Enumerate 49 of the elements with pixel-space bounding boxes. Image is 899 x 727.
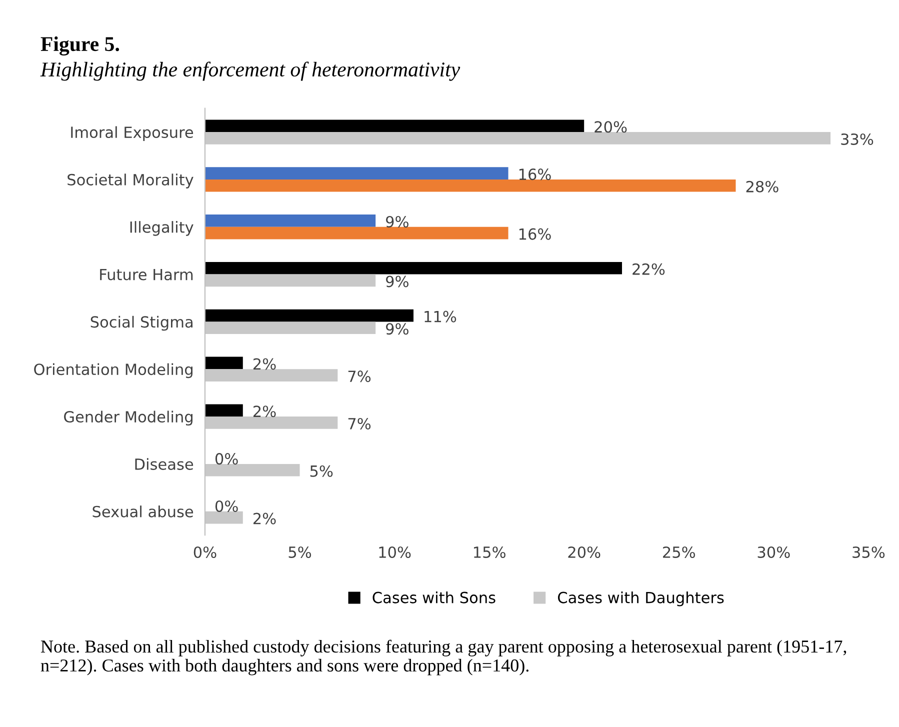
data-label: 16% [519,168,551,180]
y-tick-label: Gender Modeling [64,410,192,426]
x-tick-label: 5% [288,546,312,558]
y-tick-label: Imoral Exposure [71,126,194,142]
data-label: 7% [348,418,371,430]
bar [204,167,508,180]
data-label: 5% [310,465,333,477]
data-label: 11% [424,310,456,322]
data-label: 33% [841,133,874,145]
bar [204,120,584,132]
y-tick-label: Disease [135,458,194,470]
data-label: 9% [386,216,408,228]
bar [204,214,376,227]
data-label: 9% [386,323,408,335]
bar [204,404,243,417]
bar [204,179,736,192]
y-tick-label: Illegality [130,221,194,236]
data-label: 2% [253,512,276,524]
y-tick-label: Social Stigma [90,316,192,331]
data-label: 2% [253,406,276,418]
data-label: 28% [746,180,778,192]
data-label: 20% [594,121,627,133]
bar [204,262,622,274]
x-tick-label: 0% [194,546,216,558]
x-tick-label: 15% [474,546,506,558]
data-label: 16% [519,228,551,240]
bar [204,356,243,370]
data-label: 0% [215,453,238,465]
y-tick-label: Orientation Modeling [34,363,192,378]
chart-subtitle: Highlighting the enforcement of heteronormativity [40,62,460,81]
x-tick-label: 30% [758,546,790,558]
data-label: 7% [348,370,371,382]
data-label: 2% [253,358,276,370]
x-tick-label: 35% [852,546,885,558]
x-tick-label: 20% [568,546,600,558]
chart-title: Figure 5. [40,36,120,56]
bar [204,226,508,240]
bar [204,309,414,322]
y-tick-label: Sexual abuse [92,506,194,518]
legend-label: Cases with Daughters [558,591,724,606]
data-label: 22% [632,263,665,275]
data-label: 9% [386,276,408,288]
x-tick-label: 25% [663,546,696,558]
y-tick-label: Future Harm [100,268,193,280]
data-label: 0% [215,500,238,512]
text: Note. Based on all published custody decisions featuring a gay parent opposing a heterosexual parent (1951-17, n=212). Cases with both daughters and sons were dropped (n=140). [40,640,846,676]
x-tick-label: 10% [379,546,411,558]
legend-label: Cases with Sons [372,591,496,604]
y-tick-label: Societal Morality [68,174,194,188]
